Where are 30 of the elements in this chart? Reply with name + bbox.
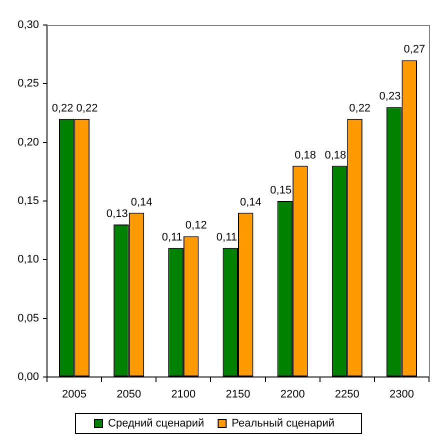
x-tick-label: 2250 <box>334 388 360 401</box>
y-tick-label: 0,25 <box>18 78 39 90</box>
x-tick-label: 2100 <box>171 388 196 401</box>
y-tick-label: 0,20 <box>18 136 39 148</box>
data-label: 0,22 <box>349 102 371 114</box>
data-label: 0,13 <box>106 208 128 220</box>
data-label: 0,11 <box>162 231 182 244</box>
y-tick-label: 0,05 <box>18 312 39 324</box>
x-tick-label: 2050 <box>116 388 142 401</box>
legend-label: Средний сценарий <box>108 418 204 430</box>
x-tick-label: 2150 <box>226 388 250 401</box>
x-tick-label: 2005 <box>62 388 87 401</box>
y-tick-label: 0,00 <box>18 371 39 384</box>
y-tick-label: 0,30 <box>18 19 39 32</box>
data-label: 0,14 <box>130 196 152 208</box>
data-label: 0,12 <box>185 220 207 232</box>
x-tick-label: 2300 <box>389 388 414 401</box>
y-tick-label: 0,10 <box>18 254 39 266</box>
data-label: 0,18 <box>324 149 346 162</box>
x-tick-label: 2200 <box>280 388 305 401</box>
data-label: 0,11 <box>216 231 237 244</box>
data-label: 0,23 <box>379 90 401 103</box>
data-label: 0,14 <box>240 196 262 208</box>
legend-label: Реальный сценарий <box>232 418 335 430</box>
data-label: 0,18 <box>294 149 316 162</box>
data-label: 0,27 <box>404 44 426 56</box>
data-label: 0,22 <box>76 102 98 114</box>
y-tick-label: 0,15 <box>18 195 39 208</box>
data-label: 0,15 <box>270 184 292 197</box>
data-label: 0,22 <box>52 102 74 114</box>
